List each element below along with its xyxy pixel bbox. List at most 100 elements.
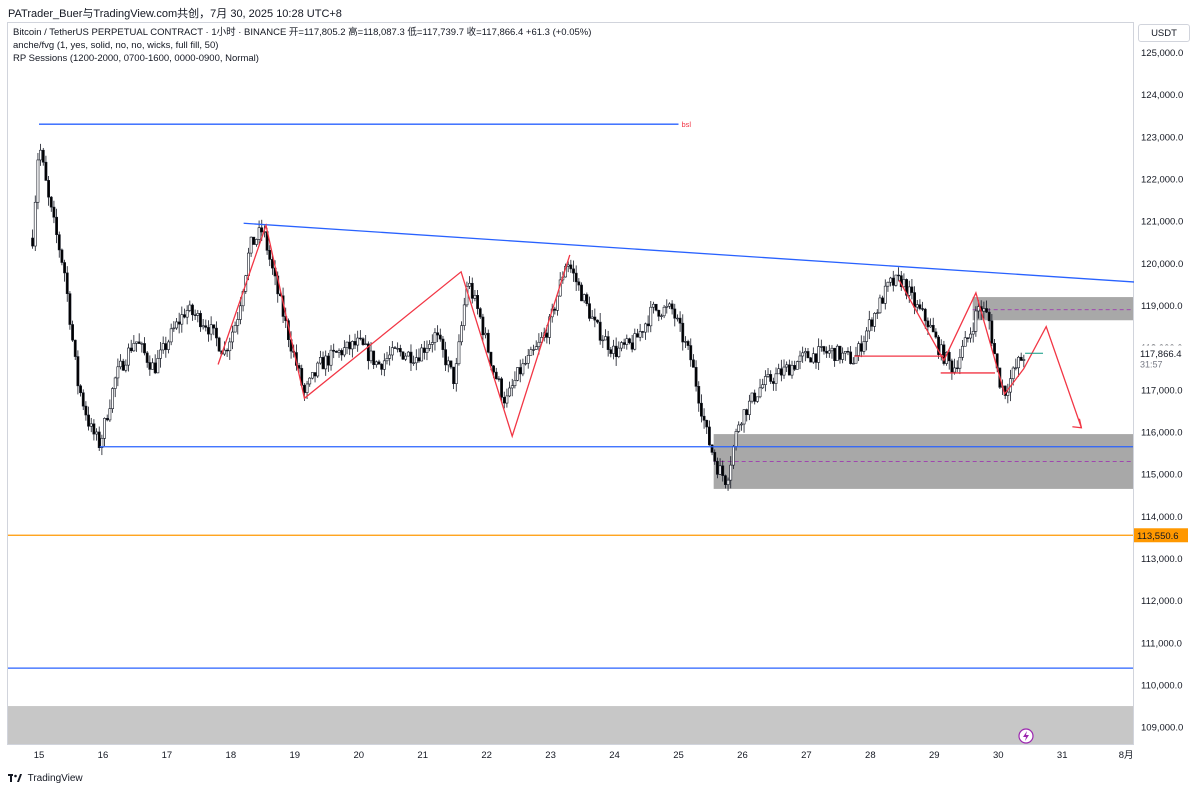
candle-body bbox=[827, 350, 831, 354]
candle-body bbox=[670, 303, 674, 310]
candle-body bbox=[580, 284, 583, 302]
candle-body bbox=[127, 347, 130, 366]
candle-body bbox=[412, 362, 416, 364]
candle-body bbox=[329, 349, 333, 366]
candle-body bbox=[628, 338, 631, 344]
candle-body bbox=[454, 363, 458, 384]
price-tick-label: 113,000.0 bbox=[1141, 554, 1183, 565]
candle-body bbox=[486, 332, 490, 353]
time-tick-label: 30 bbox=[993, 750, 1004, 761]
candle-body bbox=[758, 387, 762, 398]
price-tick-label: 112,000.0 bbox=[1141, 596, 1183, 607]
candle-body bbox=[476, 295, 479, 309]
candle-body bbox=[345, 341, 349, 348]
price-tick-label: 116,000.0 bbox=[1141, 427, 1183, 438]
candle-body bbox=[111, 388, 114, 409]
candle-body bbox=[1011, 367, 1015, 379]
candle-body bbox=[814, 353, 818, 363]
candle-body bbox=[955, 367, 959, 370]
candle-body bbox=[830, 347, 834, 352]
candle-body bbox=[604, 336, 607, 341]
candle-body bbox=[41, 149, 45, 163]
candle-body bbox=[572, 268, 575, 274]
time-tick-label: 28 bbox=[865, 750, 876, 761]
candle-body bbox=[819, 346, 823, 348]
candle-body bbox=[89, 423, 93, 427]
candle-body bbox=[47, 180, 50, 198]
candle-body bbox=[803, 351, 807, 354]
candle-body bbox=[462, 304, 466, 326]
time-tick-label: 17 bbox=[162, 750, 173, 761]
candle-body bbox=[164, 343, 168, 350]
candle-body bbox=[809, 357, 813, 363]
currency-button[interactable]: USDT bbox=[1138, 24, 1190, 42]
candle-body bbox=[388, 354, 392, 359]
candle-body bbox=[875, 312, 879, 314]
candle-body bbox=[942, 344, 946, 364]
candle-body bbox=[620, 342, 623, 349]
candle-body bbox=[137, 341, 141, 344]
candle-body bbox=[961, 345, 964, 358]
candle-body bbox=[257, 227, 261, 240]
candle-body bbox=[841, 352, 845, 360]
candle-body bbox=[444, 349, 448, 366]
candle-body bbox=[201, 325, 205, 328]
candle-body bbox=[350, 341, 354, 350]
tradingview-logo-icon bbox=[8, 774, 22, 783]
candle-body bbox=[308, 377, 312, 385]
price-tick-label: 124,000.0 bbox=[1141, 90, 1183, 101]
symbol-legend[interactable]: Bitcoin / TetherUS PERPETUAL CONTRACT · … bbox=[13, 27, 592, 38]
candle-body bbox=[79, 385, 82, 394]
candle-body bbox=[596, 319, 599, 323]
candle-body bbox=[196, 313, 200, 316]
candle-body bbox=[356, 337, 360, 346]
candle-body bbox=[52, 206, 56, 218]
candle-body bbox=[316, 362, 320, 377]
candle-body bbox=[212, 324, 216, 329]
candle-body bbox=[638, 331, 642, 338]
candle-body bbox=[700, 402, 703, 417]
candle-body bbox=[105, 418, 109, 421]
candle-body bbox=[795, 361, 799, 370]
chart-frame[interactable] bbox=[7, 22, 1134, 745]
candle-body bbox=[121, 360, 125, 371]
candle-body bbox=[569, 264, 573, 270]
candle-body bbox=[95, 431, 98, 435]
price-tick-label: 119,000.0 bbox=[1141, 301, 1183, 312]
indicator-legend-fvg[interactable]: anche/fvg (1, yes, solid, no, no, wicks,… bbox=[13, 40, 219, 51]
candle-body bbox=[193, 314, 197, 316]
candle-body bbox=[817, 346, 821, 363]
candle-body bbox=[430, 342, 434, 345]
candle-body bbox=[747, 400, 751, 416]
candle-body bbox=[33, 201, 37, 247]
candle-body bbox=[398, 348, 402, 353]
price-tick-label: 111,000.0 bbox=[1141, 638, 1182, 649]
candle-body bbox=[761, 384, 765, 389]
candle-body bbox=[185, 310, 189, 318]
candle-body bbox=[718, 465, 722, 475]
candle-body bbox=[135, 341, 138, 344]
candle-body bbox=[518, 367, 522, 375]
candle-body bbox=[321, 357, 325, 370]
candle-body bbox=[1014, 367, 1018, 369]
candle-body bbox=[433, 332, 437, 343]
candle-body bbox=[646, 323, 650, 327]
flash-bolt-icon bbox=[1023, 731, 1029, 741]
candle-body bbox=[694, 367, 698, 387]
indicator-legend-sessions[interactable]: RP Sessions (1200-2000, 0700-1600, 0000-… bbox=[13, 53, 259, 64]
candle-body bbox=[833, 347, 837, 361]
candle-body bbox=[209, 324, 213, 335]
candle-body bbox=[798, 355, 802, 362]
candle-body bbox=[993, 343, 996, 355]
footer: TradingView bbox=[8, 773, 83, 784]
candle-body bbox=[271, 259, 274, 269]
overlays-front: bsl bbox=[8, 120, 1139, 744]
candle-body bbox=[337, 350, 341, 353]
candle-body bbox=[686, 341, 690, 346]
footer-brand: TradingView bbox=[27, 773, 83, 784]
candle-body bbox=[409, 351, 413, 364]
candle-body bbox=[1022, 359, 1026, 361]
orange-price-label: 113,550.6 bbox=[1137, 531, 1179, 542]
candle-body bbox=[63, 262, 66, 274]
